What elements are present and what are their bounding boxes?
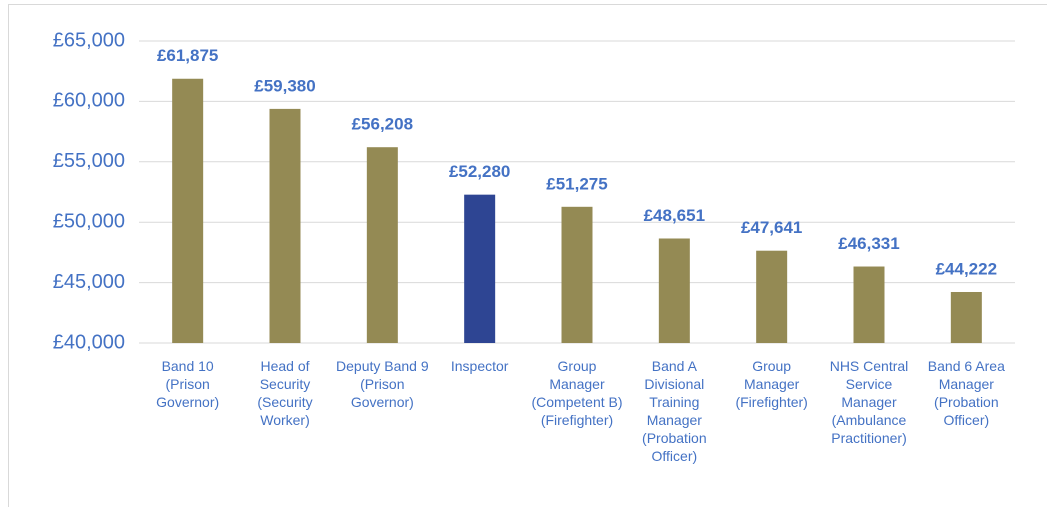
y-tick-label: £60,000 (53, 90, 125, 112)
bar (853, 266, 885, 343)
x-tick-label: Band A Divisional Training Manager (Prob… (642, 358, 707, 464)
bar (950, 291, 982, 343)
value-label: £59,380 (254, 76, 315, 95)
value-label: £56,208 (352, 115, 413, 134)
bar (464, 194, 496, 343)
value-label: £47,641 (741, 218, 802, 237)
x-tick-label: Head of Security (Security Worker) (257, 358, 313, 428)
value-label: £44,222 (936, 259, 997, 278)
value-label: £48,651 (644, 206, 705, 225)
x-tick-label: NHS Central Service Manager (Ambulance P… (829, 358, 909, 446)
value-label: £46,331 (838, 234, 899, 253)
y-tick-label: £50,000 (53, 210, 125, 232)
chart-frame (8, 4, 1047, 507)
value-label: £51,275 (546, 174, 607, 193)
x-tick-label: Deputy Band 9 (Prison Governor) (336, 358, 429, 410)
y-tick-label: £55,000 (53, 150, 125, 172)
bar (756, 250, 788, 343)
x-tick-label: Group Manager (Competent B) (Firefighter… (531, 358, 623, 428)
y-tick-label: £40,000 (53, 331, 125, 353)
bar (561, 206, 593, 343)
x-tick-label: Band 6 Area Manager (Probation Officer) (927, 358, 1005, 428)
bar (269, 108, 301, 343)
bar (172, 78, 204, 343)
value-label: £61,875 (157, 46, 218, 65)
y-tick-label: £65,000 (53, 29, 125, 51)
x-tick-label: Group Manager (Firefighter) (735, 358, 808, 410)
value-label: £52,280 (449, 162, 510, 181)
x-tick-label: Inspector (450, 358, 509, 374)
bar (658, 238, 690, 343)
x-tick-label: Band 10 (Prison Governor) (156, 358, 220, 410)
y-tick-label: £45,000 (53, 271, 125, 293)
bar (366, 147, 398, 343)
